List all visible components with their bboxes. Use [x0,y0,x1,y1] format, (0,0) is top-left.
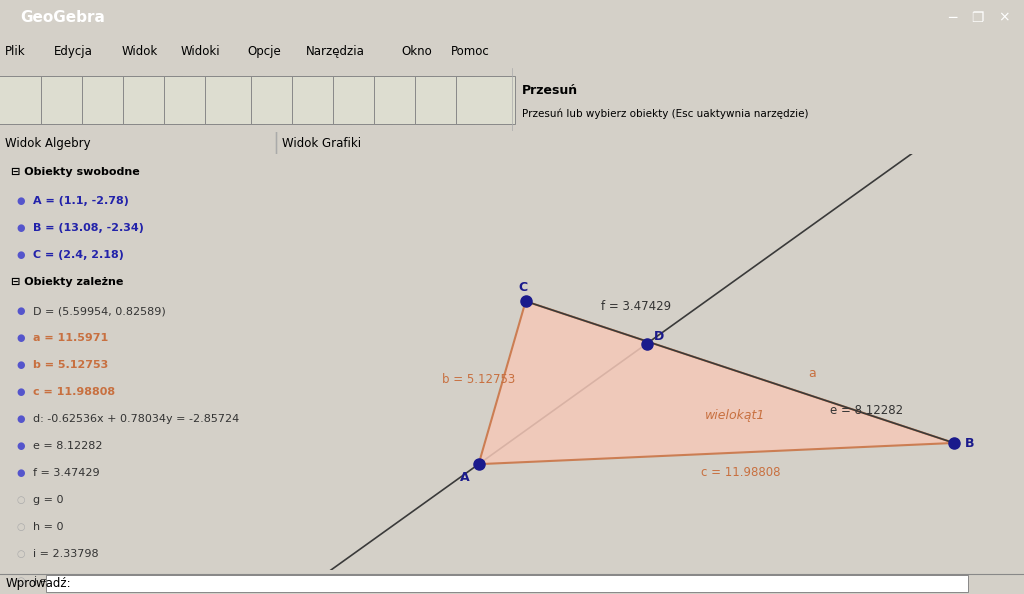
Text: Edycja: Edycja [54,46,93,58]
Text: ●: ● [16,415,26,424]
FancyBboxPatch shape [292,76,351,124]
Text: e = 8.12282: e = 8.12282 [33,441,102,451]
Text: a = 11.5971: a = 11.5971 [33,333,109,343]
Text: i = 2.33798: i = 2.33798 [33,549,98,560]
Text: ●: ● [16,333,26,343]
FancyBboxPatch shape [333,76,392,124]
FancyBboxPatch shape [46,575,968,592]
Text: ●: ● [16,307,26,316]
Text: b = 5.12753: b = 5.12753 [33,360,109,370]
Text: A: A [460,471,470,484]
FancyBboxPatch shape [82,76,141,124]
Text: ○: ○ [16,523,26,532]
Text: D = (5.59954, 0.82589): D = (5.59954, 0.82589) [33,307,166,316]
Text: e = 8.12282: e = 8.12282 [830,404,903,417]
Text: ○: ○ [16,576,26,586]
Text: C = (2.4, 2.18): C = (2.4, 2.18) [33,250,124,260]
Text: wielokąt1: wielokąt1 [706,409,766,422]
FancyBboxPatch shape [251,76,310,124]
Text: j = 2.33798: j = 2.33798 [33,576,98,586]
Text: Okno: Okno [401,46,432,58]
Text: C: C [518,281,527,294]
Text: f = 3.47429: f = 3.47429 [33,468,99,478]
FancyBboxPatch shape [0,76,54,124]
Text: c = 11.98808: c = 11.98808 [701,466,781,479]
Text: B = (13.08, -2.34): B = (13.08, -2.34) [33,223,144,233]
Text: ⊟ Obiekty zależne: ⊟ Obiekty zależne [11,277,124,287]
Text: c = 11.98808: c = 11.98808 [33,387,116,397]
FancyBboxPatch shape [374,76,433,124]
Text: A = (1.1, -2.78): A = (1.1, -2.78) [33,196,129,206]
Text: Widok: Widok [122,46,158,58]
Text: Pomoc: Pomoc [451,46,489,58]
Text: ●: ● [16,441,26,451]
Text: Plik: Plik [5,46,26,58]
Text: ●: ● [16,196,26,206]
Polygon shape [478,301,954,464]
Text: Opcje: Opcje [248,46,282,58]
FancyBboxPatch shape [415,76,474,124]
Text: d: -0.62536x + 0.78034y = -2.85724: d: -0.62536x + 0.78034y = -2.85724 [33,415,240,424]
Text: ●: ● [16,360,26,370]
Text: Przesuń: Przesuń [522,84,579,97]
Text: ●: ● [16,223,26,233]
Text: Wprowadź:: Wprowadź: [5,577,71,590]
FancyBboxPatch shape [123,76,182,124]
Text: ×: × [997,11,1010,25]
Text: GeoGebra: GeoGebra [20,10,105,26]
Text: g = 0: g = 0 [33,495,63,505]
Text: h = 0: h = 0 [33,523,63,532]
Text: B: B [966,437,975,450]
Text: Widok Algebry: Widok Algebry [5,137,91,150]
Text: D: D [654,330,665,343]
Text: Widok Grafiki: Widok Grafiki [282,137,360,150]
Text: b = 5.12753: b = 5.12753 [442,372,516,386]
Text: a: a [808,366,815,380]
Text: ○: ○ [16,549,26,560]
FancyBboxPatch shape [456,76,515,124]
Text: ❐: ❐ [972,11,984,25]
Text: Widoki: Widoki [180,46,220,58]
Text: ●: ● [16,468,26,478]
Text: ●: ● [16,250,26,260]
FancyBboxPatch shape [41,76,100,124]
Text: ─: ─ [948,11,956,25]
Text: ⊟ Obiekty swobodne: ⊟ Obiekty swobodne [11,167,140,177]
Text: ●: ● [16,387,26,397]
Text: Narzędzia: Narzędzia [306,46,365,58]
FancyBboxPatch shape [164,76,223,124]
Text: f = 3.47429: f = 3.47429 [601,300,672,313]
Text: ○: ○ [16,495,26,505]
FancyBboxPatch shape [205,76,264,124]
Text: Przesuń lub wybierz obiekty (Esc uaktywnia narzędzie): Przesuń lub wybierz obiekty (Esc uaktywn… [522,109,809,119]
